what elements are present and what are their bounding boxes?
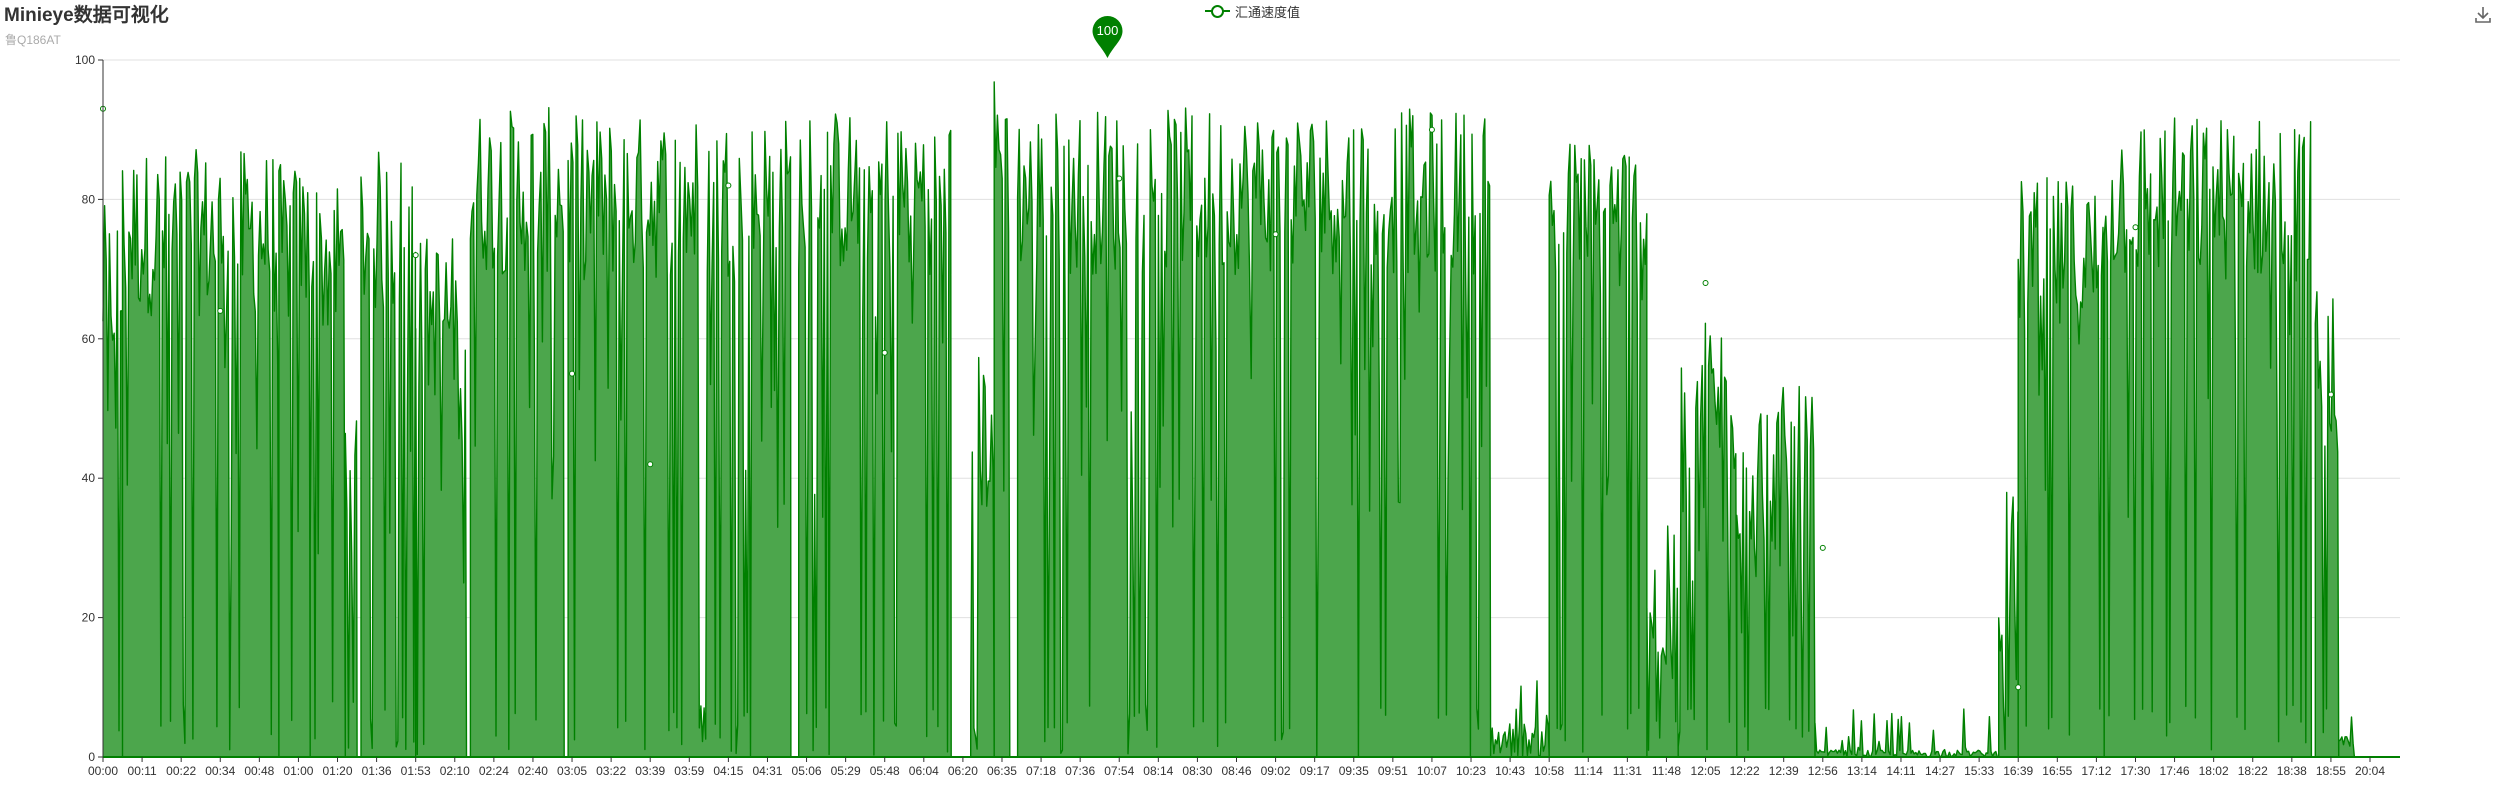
data-point-symbol[interactable] — [2327, 391, 2334, 398]
x-tick-label: 09:51 — [1378, 764, 1408, 778]
x-tick-label: 00:48 — [244, 764, 274, 778]
x-tick-label: 05:29 — [831, 764, 861, 778]
x-tick-label: 06:04 — [909, 764, 939, 778]
legend-label: 汇通速度值 — [1235, 4, 1301, 20]
data-point-symbol[interactable] — [1272, 231, 1279, 238]
x-tick-label: 05:48 — [870, 764, 900, 778]
x-tick-label: 07:18 — [1026, 764, 1056, 778]
x-tick-label: 00:22 — [166, 764, 196, 778]
x-tick-label: 03:05 — [557, 764, 587, 778]
x-tick-label: 00:34 — [205, 764, 235, 778]
speed-line — [102, 81, 2400, 758]
chart-title: Minieye数据可视化 — [4, 5, 169, 26]
x-tick-label: 11:14 — [1574, 764, 1603, 778]
x-tick-label: 12:56 — [1808, 764, 1838, 778]
x-tick-label: 10:43 — [1495, 764, 1525, 778]
download-button[interactable] — [2472, 4, 2494, 26]
data-point-symbol[interactable] — [1428, 126, 1435, 133]
x-tick-label: 12:39 — [1769, 764, 1799, 778]
x-tick-label: 03:59 — [674, 764, 704, 778]
max-pin-label: 100 — [1097, 23, 1119, 38]
x-tick-label: 09:35 — [1339, 764, 1369, 778]
data-point-symbol[interactable] — [2132, 224, 2139, 231]
y-tick-label: 80 — [82, 192, 96, 206]
data-point-symbol[interactable] — [412, 252, 419, 259]
y-tick-label: 100 — [75, 53, 95, 67]
x-tick-label: 17:30 — [2120, 764, 2150, 778]
x-tick-label: 11:48 — [1652, 764, 1681, 778]
x-tick-label: 03:22 — [596, 764, 626, 778]
x-tick-label: 09:17 — [1300, 764, 1330, 778]
speed-area-fill — [103, 82, 2400, 757]
x-tick-label: 07:36 — [1065, 764, 1095, 778]
x-tick-label: 14:27 — [1925, 764, 1955, 778]
data-point-symbol[interactable] — [1116, 175, 1123, 182]
data-point-symbol[interactable] — [725, 182, 732, 189]
x-tick-label: 18:38 — [2277, 764, 2307, 778]
y-axis-ticks: 0 20 40 60 80 100 — [75, 53, 103, 764]
x-tick-label: 18:22 — [2238, 764, 2268, 778]
x-tick-label: 12:05 — [1691, 764, 1721, 778]
x-tick-label: 01:53 — [401, 764, 431, 778]
x-tick-label: 07:54 — [1104, 764, 1134, 778]
x-axis-ticks: 00:00 00:11 00:22 00:34 00:48 01:00 01:20 01:36… — [88, 757, 2385, 778]
x-tick-label: 20:04 — [2355, 764, 2385, 778]
x-tick-label: 18:02 — [2199, 764, 2229, 778]
legend-item-speed[interactable]: 汇通速度值 — [1205, 2, 1300, 20]
x-tick-label: 04:31 — [752, 764, 782, 778]
data-point-symbol[interactable] — [647, 461, 654, 468]
x-tick-label: 11:31 — [1613, 764, 1642, 778]
y-tick-label: 20 — [82, 611, 96, 625]
chart-subtitle: 鲁Q186AT — [5, 33, 61, 47]
x-tick-label: 10:07 — [1417, 764, 1447, 778]
x-tick-label: 02:10 — [440, 764, 470, 778]
x-tick-label: 16:55 — [2042, 764, 2072, 778]
x-tick-label: 06:35 — [987, 764, 1017, 778]
x-tick-label: 03:39 — [635, 764, 665, 778]
data-point-symbol[interactable] — [881, 349, 888, 356]
x-tick-label: 02:40 — [518, 764, 548, 778]
y-tick-label: 40 — [82, 471, 96, 485]
x-tick-label: 12:22 — [1730, 764, 1760, 778]
speed-series — [100, 81, 2400, 758]
x-tick-label: 08:46 — [1221, 764, 1251, 778]
data-point-symbol[interactable] — [569, 370, 576, 377]
x-tick-label: 10:23 — [1456, 764, 1486, 778]
x-tick-label: 04:15 — [713, 764, 743, 778]
y-tick-label: 0 — [88, 750, 95, 764]
x-tick-label: 00:11 — [128, 764, 157, 778]
x-tick-label: 17:46 — [2160, 764, 2190, 778]
x-tick-label: 01:00 — [283, 764, 313, 778]
x-tick-label: 01:36 — [362, 764, 392, 778]
x-tick-label: 14:11 — [1886, 764, 1915, 778]
x-tick-label: 08:14 — [1143, 764, 1173, 778]
data-point-symbol[interactable] — [2015, 684, 2022, 691]
data-point-symbol[interactable] — [1819, 544, 1826, 551]
x-tick-label: 00:00 — [88, 764, 118, 778]
x-tick-label: 02:24 — [479, 764, 509, 778]
x-tick-label: 17:12 — [2081, 764, 2111, 778]
data-point-symbol[interactable] — [1702, 280, 1709, 287]
x-tick-label: 16:39 — [2003, 764, 2033, 778]
axes — [102, 60, 2400, 758]
max-pin-icon[interactable] — [1092, 16, 1123, 59]
x-tick-label: 13:14 — [1847, 764, 1877, 778]
max-mark-point: 100 — [1092, 16, 1123, 59]
x-tick-label: 09:02 — [1261, 764, 1291, 778]
x-tick-label: 08:30 — [1182, 764, 1212, 778]
x-tick-label: 06:20 — [948, 764, 978, 778]
x-tick-label: 10:58 — [1534, 764, 1564, 778]
data-point-symbol[interactable] — [217, 307, 224, 314]
x-tick-label: 05:06 — [792, 764, 822, 778]
x-tick-label: 01:20 — [323, 764, 353, 778]
x-tick-label: 15:33 — [1964, 764, 1994, 778]
download-icon — [2475, 7, 2491, 23]
legend-line-circle-icon — [1205, 4, 1230, 18]
x-tick-label: 18:55 — [2316, 764, 2346, 778]
y-tick-label: 60 — [82, 332, 96, 346]
